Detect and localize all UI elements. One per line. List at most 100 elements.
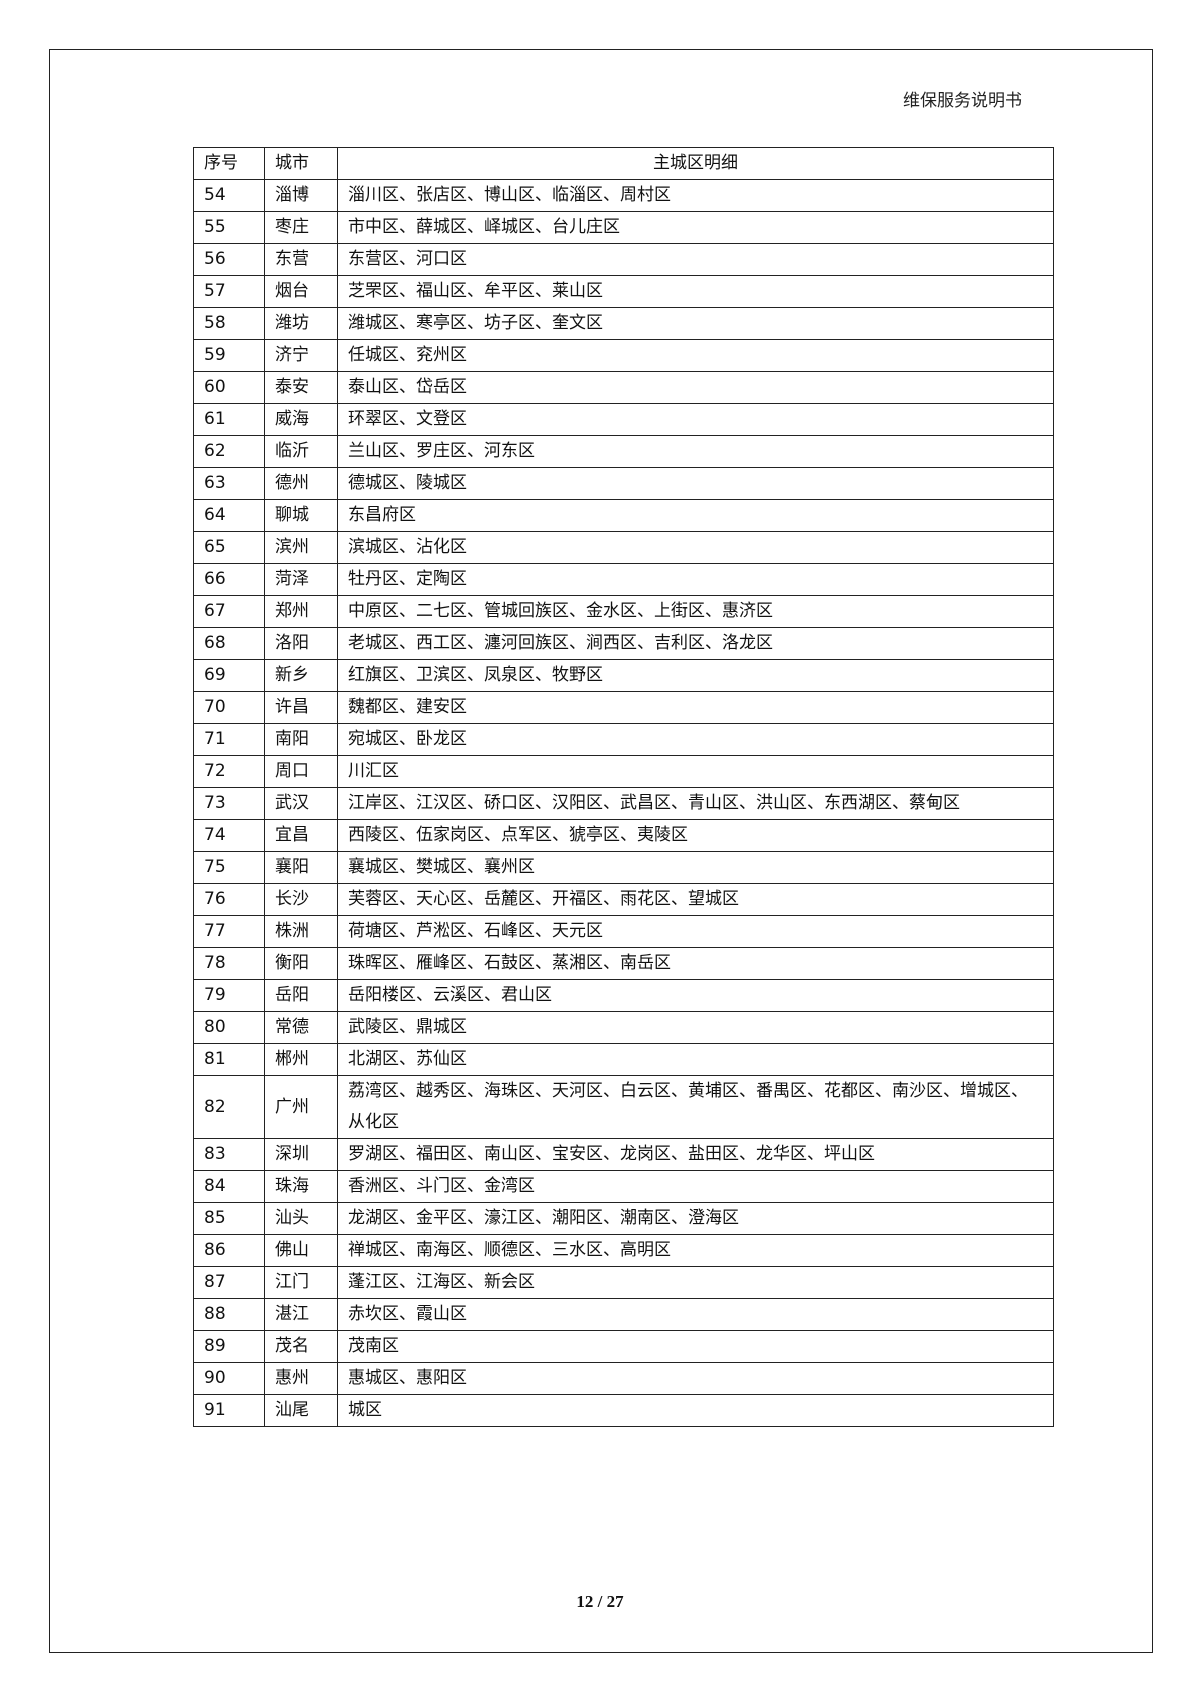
page-border — [49, 49, 1153, 1653]
column-header-districts: 主城区明细 — [337, 147, 1054, 180]
row-districts: 东昌府区 — [337, 499, 1054, 532]
table-row: 85 汕头 龙湖区、金平区、濠江区、潮阳区、潮南区、澄海区 — [193, 1202, 1054, 1235]
row-index: 90 — [193, 1362, 265, 1395]
row-districts: 襄城区、樊城区、襄州区 — [337, 851, 1054, 884]
table-row: 83 深圳 罗湖区、福田区、南山区、宝安区、龙岗区、盐田区、龙华区、坪山区 — [193, 1138, 1054, 1171]
row-districts: 市中区、薛城区、峄城区、台儿庄区 — [337, 211, 1054, 244]
row-districts: 荔湾区、越秀区、海珠区、天河区、白云区、黄埔区、番禺区、花都区、南沙区、增城区、… — [337, 1075, 1054, 1139]
table-row: 73 武汉 江岸区、江汉区、硚口区、汉阳区、武昌区、青山区、洪山区、东西湖区、蔡甸区 — [193, 787, 1054, 820]
table-row: 68 洛阳 老城区、西工区、瀍河回族区、涧西区、吉利区、洛龙区 — [193, 627, 1054, 660]
row-city: 株洲 — [264, 915, 338, 948]
column-header-city: 城市 — [264, 147, 338, 180]
row-districts: 宛城区、卧龙区 — [337, 723, 1054, 756]
row-city: 聊城 — [264, 499, 338, 532]
row-districts: 岳阳楼区、云溪区、君山区 — [337, 979, 1054, 1012]
row-districts: 惠城区、惠阳区 — [337, 1362, 1054, 1395]
row-districts: 芝罘区、福山区、牟平区、莱山区 — [337, 275, 1054, 308]
table-row: 64 聊城 东昌府区 — [193, 499, 1054, 532]
row-index: 69 — [193, 659, 265, 692]
table-row: 69 新乡 红旗区、卫滨区、凤泉区、牧野区 — [193, 659, 1054, 692]
row-index: 86 — [193, 1234, 265, 1267]
row-city: 郑州 — [264, 595, 338, 628]
row-districts: 牡丹区、定陶区 — [337, 563, 1054, 596]
row-index: 78 — [193, 947, 265, 980]
row-districts: 茂南区 — [337, 1330, 1054, 1363]
row-districts: 红旗区、卫滨区、凤泉区、牧野区 — [337, 659, 1054, 692]
row-index: 91 — [193, 1394, 265, 1427]
row-index: 77 — [193, 915, 265, 948]
table-row: 71 南阳 宛城区、卧龙区 — [193, 723, 1054, 756]
row-index: 87 — [193, 1266, 265, 1299]
row-city: 泰安 — [264, 371, 338, 404]
row-index: 60 — [193, 371, 265, 404]
table-row: 61 威海 环翠区、文登区 — [193, 403, 1054, 436]
row-districts: 荷塘区、芦淞区、石峰区、天元区 — [337, 915, 1054, 948]
table-row: 54 淄博 淄川区、张店区、博山区、临淄区、周村区 — [193, 179, 1054, 212]
row-districts: 江岸区、江汉区、硚口区、汉阳区、武昌区、青山区、洪山区、东西湖区、蔡甸区 — [337, 787, 1054, 820]
row-districts: 川汇区 — [337, 755, 1054, 788]
row-districts: 龙湖区、金平区、濠江区、潮阳区、潮南区、澄海区 — [337, 1202, 1054, 1235]
row-districts: 潍城区、寒亭区、坊子区、奎文区 — [337, 307, 1054, 340]
row-districts: 泰山区、岱岳区 — [337, 371, 1054, 404]
row-index: 73 — [193, 787, 265, 820]
row-districts: 赤坎区、霞山区 — [337, 1298, 1054, 1331]
row-city: 东营 — [264, 243, 338, 276]
table-row: 65 滨州 滨城区、沾化区 — [193, 531, 1054, 564]
row-city: 深圳 — [264, 1138, 338, 1171]
table-row: 81 郴州 北湖区、苏仙区 — [193, 1043, 1054, 1076]
row-city: 宜昌 — [264, 819, 338, 852]
page-number: 12 / 27 — [576, 1592, 624, 1611]
row-districts: 香洲区、斗门区、金湾区 — [337, 1170, 1054, 1203]
row-city: 南阳 — [264, 723, 338, 756]
row-index: 72 — [193, 755, 265, 788]
row-districts: 禅城区、南海区、顺德区、三水区、高明区 — [337, 1234, 1054, 1267]
table-row: 78 衡阳 珠晖区、雁峰区、石鼓区、蒸湘区、南岳区 — [193, 947, 1054, 980]
row-city: 临沂 — [264, 435, 338, 468]
row-index: 79 — [193, 979, 265, 1012]
row-city: 烟台 — [264, 275, 338, 308]
table-row: 79 岳阳 岳阳楼区、云溪区、君山区 — [193, 979, 1054, 1012]
row-index: 71 — [193, 723, 265, 756]
row-districts: 任城区、兖州区 — [337, 339, 1054, 372]
row-districts: 老城区、西工区、瀍河回族区、涧西区、吉利区、洛龙区 — [337, 627, 1054, 660]
table-row: 87 江门 蓬江区、江海区、新会区 — [193, 1266, 1054, 1299]
row-city: 郴州 — [264, 1043, 338, 1076]
row-index: 61 — [193, 403, 265, 436]
row-city: 茂名 — [264, 1330, 338, 1363]
row-city: 德州 — [264, 467, 338, 500]
row-districts: 兰山区、罗庄区、河东区 — [337, 435, 1054, 468]
row-city: 汕头 — [264, 1202, 338, 1235]
row-index: 83 — [193, 1138, 265, 1171]
row-city: 广州 — [264, 1075, 338, 1139]
row-city: 淄博 — [264, 179, 338, 212]
table-row: 74 宜昌 西陵区、伍家岗区、点军区、猇亭区、夷陵区 — [193, 819, 1054, 852]
table-row: 72 周口 川汇区 — [193, 755, 1054, 788]
row-districts: 东营区、河口区 — [337, 243, 1054, 276]
row-city: 洛阳 — [264, 627, 338, 660]
row-districts: 珠晖区、雁峰区、石鼓区、蒸湘区、南岳区 — [337, 947, 1054, 980]
row-city: 枣庄 — [264, 211, 338, 244]
row-city: 威海 — [264, 403, 338, 436]
row-districts: 北湖区、苏仙区 — [337, 1043, 1054, 1076]
row-city: 汕尾 — [264, 1394, 338, 1427]
table-row: 55 枣庄 市中区、薛城区、峄城区、台儿庄区 — [193, 211, 1054, 244]
table-row: 59 济宁 任城区、兖州区 — [193, 339, 1054, 372]
row-index: 82 — [193, 1075, 265, 1139]
row-index: 62 — [193, 435, 265, 468]
row-city: 滨州 — [264, 531, 338, 564]
row-city: 岳阳 — [264, 979, 338, 1012]
row-districts: 环翠区、文登区 — [337, 403, 1054, 436]
table-row: 70 许昌 魏都区、建安区 — [193, 691, 1054, 724]
row-city: 许昌 — [264, 691, 338, 724]
row-index: 88 — [193, 1298, 265, 1331]
row-index: 54 — [193, 179, 265, 212]
row-index: 75 — [193, 851, 265, 884]
row-districts: 淄川区、张店区、博山区、临淄区、周村区 — [337, 179, 1054, 212]
row-city: 珠海 — [264, 1170, 338, 1203]
row-city: 常德 — [264, 1011, 338, 1044]
row-index: 58 — [193, 307, 265, 340]
row-index: 89 — [193, 1330, 265, 1363]
table-row: 86 佛山 禅城区、南海区、顺德区、三水区、高明区 — [193, 1234, 1054, 1267]
row-city: 周口 — [264, 755, 338, 788]
table-row: 91 汕尾 城区 — [193, 1394, 1054, 1427]
